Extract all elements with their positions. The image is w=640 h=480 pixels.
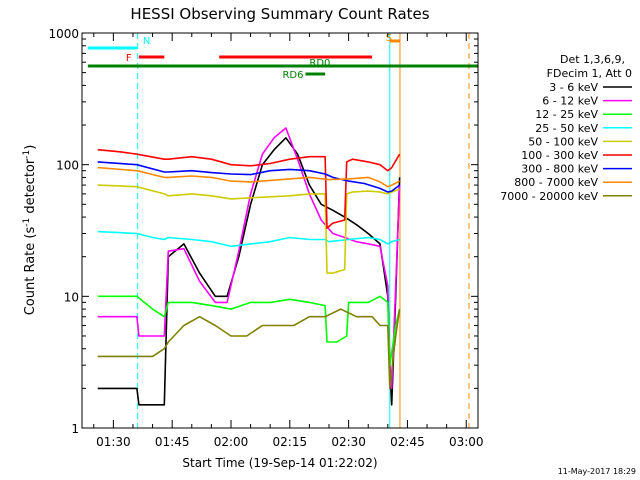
- series-line-9: [97, 308, 401, 390]
- legend-label-4: 25 - 50 keV: [535, 122, 598, 135]
- series-line-3: [97, 295, 401, 367]
- state-label-rd0: RD0: [309, 58, 330, 69]
- legend-label-5: 50 - 100 keV: [528, 135, 598, 148]
- series-line-1: [97, 137, 401, 406]
- legend-label-2: 6 - 12 keV: [542, 95, 598, 108]
- x-tick-label: 02:45: [390, 435, 425, 449]
- y-axis: 1 10 100 1000: [48, 27, 478, 436]
- attenuator-label-n: N: [143, 36, 150, 47]
- detector-info-line-1: Det 1,3,6,9,: [560, 53, 625, 66]
- x-tick-label: 02:00: [214, 435, 249, 449]
- x-tick-label: 03:00: [449, 435, 484, 449]
- x-tick-label: 01:30: [96, 435, 131, 449]
- legend-label-9: 7000 - 20000 keV: [500, 190, 598, 203]
- x-tick-label: 02:15: [273, 435, 308, 449]
- x-tick-label: 02:30: [331, 435, 366, 449]
- legend-label-1: 3 - 6 keV: [549, 81, 598, 94]
- y-tick-label: 1: [71, 422, 79, 436]
- legend-label-3: 12 - 25 keV: [535, 108, 598, 121]
- y-tick-label: 100: [56, 159, 79, 173]
- x-tick-label: 01:45: [155, 435, 190, 449]
- y-tick-label: 1000: [48, 27, 79, 41]
- x-axis-label: Start Time (19-Sep-14 01:22:02): [182, 456, 377, 470]
- footer-date: 11-May-2017 18:29: [558, 467, 636, 476]
- x-axis: 01:30 01:45 02:00 02:15 02:30 02:45 03:00: [93, 33, 484, 449]
- series-line-6: [97, 148, 401, 229]
- legend-label-7: 300 - 800 keV: [521, 163, 598, 176]
- series-line-5: [97, 184, 400, 274]
- series-line-8: [97, 166, 400, 188]
- attenuator-label-s: S: [386, 33, 392, 44]
- legend-label-8: 800 - 7000 keV: [514, 176, 598, 189]
- chart-title: HESSI Observing Summary Count Rates: [130, 5, 429, 23]
- legend: Det 1,3,6,9, FDecim 1, Att 0 3 - 6 keV6 …: [500, 53, 632, 203]
- plot-area: N S F RD0 RD6: [87, 33, 478, 428]
- detector-info-line-2: FDecim 1, Att 0: [547, 67, 632, 80]
- y-axis-label: Count Rate (s-1 detector-1): [22, 145, 38, 316]
- state-label-f: F: [126, 53, 132, 64]
- series-line-2: [97, 127, 401, 390]
- legend-label-6: 100 - 300 keV: [521, 149, 598, 162]
- y-tick-label: 10: [64, 290, 79, 304]
- state-label-rd6: RD6: [282, 70, 303, 81]
- series-line-4: [97, 230, 400, 248]
- plot-frame: [81, 32, 479, 429]
- series-line-7: [97, 161, 401, 193]
